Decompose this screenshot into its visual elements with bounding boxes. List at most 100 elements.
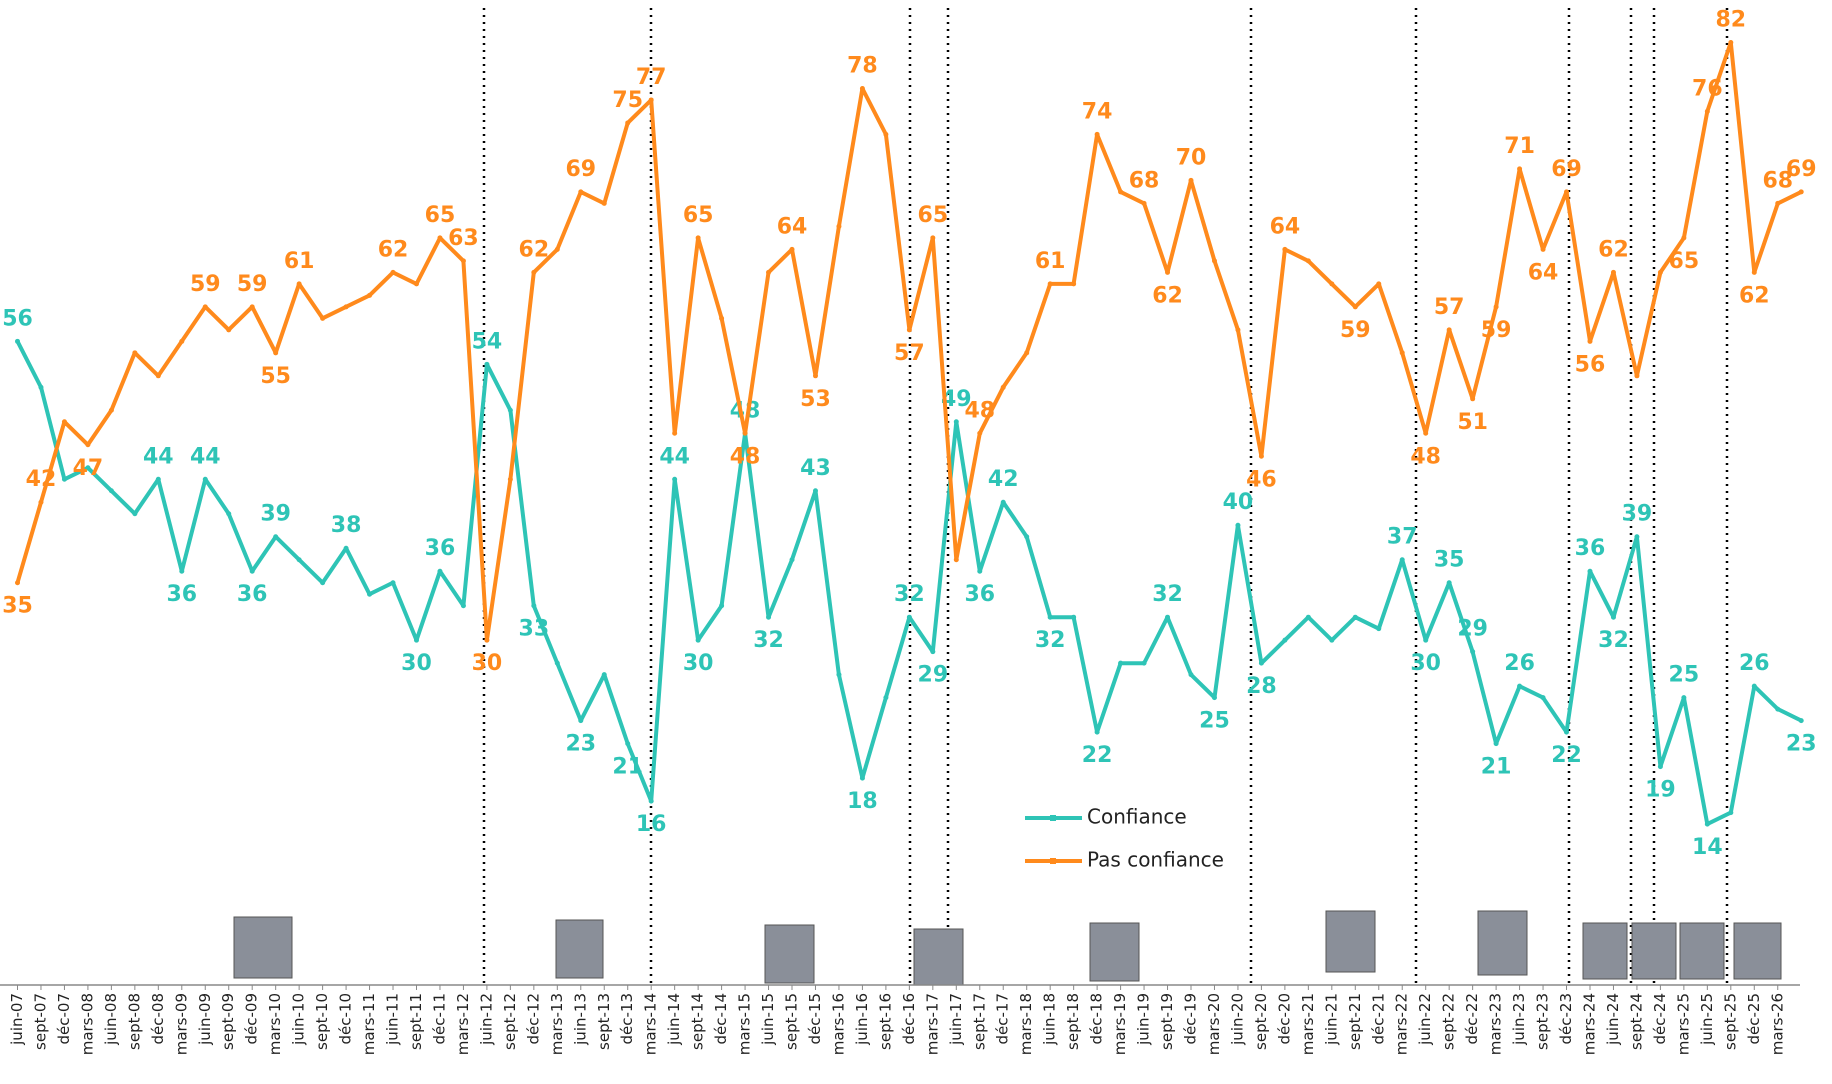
- x-tick-label: juin-09: [196, 993, 214, 1046]
- x-tick-label: déc-11: [430, 993, 448, 1045]
- point: [1048, 281, 1053, 286]
- point: [297, 557, 302, 562]
- x-tick-label: juin-25: [1698, 993, 1716, 1046]
- point: [1282, 247, 1287, 252]
- x-tick-label: sept-11: [407, 993, 425, 1050]
- point: [555, 661, 560, 666]
- data-label: 30: [1410, 651, 1441, 676]
- data-label: 30: [401, 651, 432, 676]
- data-label: 63: [448, 226, 479, 251]
- data-label: 71: [1504, 134, 1535, 159]
- point: [696, 638, 701, 643]
- portrait: [556, 920, 603, 978]
- x-tick-label: mars-13: [548, 993, 566, 1055]
- data-label: 14: [1692, 835, 1723, 860]
- point: [109, 408, 114, 413]
- chart: juin-07sept-07déc-07mars-08juin-08sept-0…: [0, 0, 1832, 1084]
- data-label: 53: [800, 387, 831, 412]
- x-tick-label: mars-19: [1111, 993, 1129, 1055]
- x-tick-label: juin-16: [853, 993, 871, 1046]
- point: [954, 557, 959, 562]
- x-tick-label: déc-25: [1745, 993, 1763, 1045]
- data-label: 44: [143, 444, 174, 469]
- point: [883, 132, 888, 137]
- point: [1118, 661, 1123, 666]
- point: [1611, 615, 1616, 620]
- data-label: 44: [190, 444, 221, 469]
- point: [1494, 304, 1499, 309]
- data-label: 48: [730, 444, 761, 469]
- point: [1001, 500, 1006, 505]
- point: [1095, 730, 1100, 735]
- data-label: 69: [1786, 157, 1817, 182]
- point: [555, 247, 560, 252]
- data-label: 33: [519, 617, 550, 642]
- x-tick-label: juin-15: [759, 993, 777, 1046]
- x-tick-label: sept-17: [970, 993, 988, 1050]
- data-label: 65: [683, 203, 714, 228]
- x-tick-label: sept-20: [1252, 993, 1270, 1050]
- data-label: 42: [26, 467, 57, 492]
- x-tick-label: sept-22: [1440, 993, 1458, 1050]
- x-tick-label: déc-09: [243, 993, 261, 1045]
- point: [743, 431, 748, 436]
- data-label: 35: [2, 594, 33, 619]
- x-tick-label: déc-08: [149, 993, 167, 1045]
- point: [414, 638, 419, 643]
- data-label: 68: [1129, 168, 1160, 193]
- point: [531, 270, 536, 275]
- x-tick-label: mars-09: [172, 993, 190, 1055]
- data-label: 54: [472, 329, 503, 354]
- legend-marker: [1050, 815, 1056, 821]
- data-label: 61: [1035, 249, 1066, 274]
- data-label: 48: [730, 398, 761, 423]
- x-tick-label: juin-10: [290, 993, 308, 1046]
- data-label: 47: [73, 456, 104, 481]
- x-tick-label: juin-14: [665, 993, 683, 1046]
- data-label: 16: [636, 812, 667, 837]
- point: [109, 488, 114, 493]
- x-tick-label: mars-20: [1205, 993, 1223, 1055]
- point: [15, 339, 20, 344]
- data-label: 65: [918, 203, 949, 228]
- point: [1306, 258, 1311, 263]
- x-tick-label: juin-19: [1135, 993, 1153, 1046]
- point: [367, 592, 372, 597]
- point: [1259, 454, 1264, 459]
- point: [1189, 178, 1194, 183]
- data-label: 75: [612, 88, 643, 113]
- x-tick-label: sept-09: [219, 993, 237, 1050]
- data-label: 36: [964, 582, 995, 607]
- x-tick-label: mars-24: [1580, 993, 1598, 1055]
- point: [1376, 281, 1381, 286]
- point: [1752, 684, 1757, 689]
- x-tick-label: mars-14: [642, 993, 660, 1055]
- point: [320, 580, 325, 585]
- point: [1517, 684, 1522, 689]
- x-tick-label: sept-23: [1534, 993, 1552, 1050]
- x-tick-label: mars-25: [1674, 993, 1692, 1055]
- data-label: 37: [1387, 525, 1418, 550]
- x-tick-label: déc-22: [1463, 993, 1481, 1045]
- data-label: 59: [237, 272, 268, 297]
- point: [1423, 431, 1428, 436]
- point: [132, 511, 137, 516]
- point: [1447, 327, 1452, 332]
- x-tick-label: juin-12: [477, 993, 495, 1046]
- data-label: 43: [800, 456, 831, 481]
- point: [203, 477, 208, 482]
- point: [1400, 350, 1405, 355]
- x-tick-label: sept-08: [125, 993, 143, 1050]
- point: [1376, 626, 1381, 631]
- point: [954, 419, 959, 424]
- data-label: 69: [565, 157, 596, 182]
- data-label: 59: [1481, 318, 1512, 343]
- data-label: 56: [2, 306, 33, 331]
- data-label: 48: [1410, 444, 1441, 469]
- data-label: 36: [425, 536, 456, 561]
- data-label: 32: [894, 582, 925, 607]
- x-tick-label: juin-07: [8, 993, 26, 1046]
- point: [297, 281, 302, 286]
- point: [1024, 350, 1029, 355]
- point: [1001, 385, 1006, 390]
